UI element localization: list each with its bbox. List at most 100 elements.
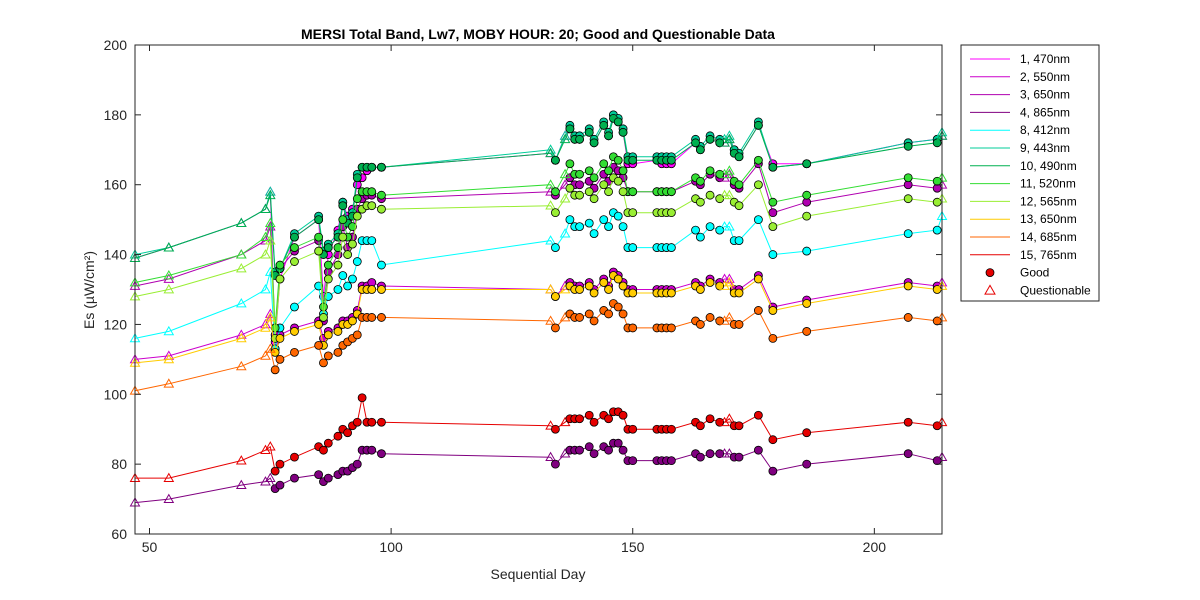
good-point xyxy=(768,466,778,476)
good-point xyxy=(584,281,594,291)
good-point xyxy=(613,155,623,165)
questionable-point xyxy=(260,249,271,259)
good-point xyxy=(565,159,575,169)
questionable-point xyxy=(545,283,556,294)
questionable-point xyxy=(260,322,271,332)
series-6 xyxy=(129,113,948,280)
questionable-point xyxy=(264,217,276,228)
axis-ticks: 50 100 150 200 60 80 100 120 140 160 180 200 xyxy=(104,37,942,555)
questionable-point xyxy=(235,479,247,489)
good-point xyxy=(666,323,676,333)
good-point xyxy=(604,187,613,197)
questionable-point xyxy=(235,332,247,343)
good-point xyxy=(333,260,343,270)
good-point xyxy=(695,452,705,462)
good-point xyxy=(715,449,725,459)
good-point xyxy=(584,410,594,420)
good-point xyxy=(695,232,705,242)
good-point xyxy=(768,306,778,315)
good-point xyxy=(705,222,715,232)
chart-title: MERSI Total Band, Lw7, MOBY HOUR: 20; Go… xyxy=(301,26,775,42)
good-point xyxy=(604,285,613,294)
good-point xyxy=(551,424,560,434)
good-point xyxy=(695,320,705,329)
good-point xyxy=(734,320,744,329)
good-point xyxy=(575,134,584,144)
good-point xyxy=(319,445,328,455)
good-point xyxy=(628,243,638,252)
good-point xyxy=(348,239,357,249)
good-point xyxy=(575,445,584,455)
series-8 xyxy=(129,173,948,343)
good-point xyxy=(628,456,638,466)
good-point xyxy=(323,243,333,252)
good-point xyxy=(348,274,357,284)
good-point xyxy=(275,480,285,490)
good-point xyxy=(695,285,705,294)
axes-box xyxy=(134,44,943,535)
good-point xyxy=(734,452,744,462)
good-point xyxy=(352,194,362,204)
good-point xyxy=(628,288,638,298)
good-point xyxy=(319,302,328,312)
good-point xyxy=(343,428,353,438)
questionable-point xyxy=(260,203,271,214)
questionable-point xyxy=(545,451,556,462)
legend-entry-label: 1, 470nm xyxy=(1020,52,1070,66)
good-point xyxy=(618,166,628,176)
good-point xyxy=(565,124,575,134)
good-point xyxy=(618,222,628,232)
good-point xyxy=(618,281,628,291)
good-point xyxy=(323,274,333,284)
good-point xyxy=(323,260,333,270)
good-point xyxy=(333,285,343,294)
legend-questionable-marker xyxy=(984,284,996,295)
questionable-point xyxy=(260,231,271,241)
good-point xyxy=(903,449,913,459)
legend-entry-label: 13, 650nm xyxy=(1020,212,1077,226)
good-point xyxy=(575,190,584,200)
good-point xyxy=(613,274,623,284)
questionable-point xyxy=(545,235,556,245)
questionable-point xyxy=(163,472,175,482)
good-point xyxy=(367,445,377,455)
good-point xyxy=(367,201,377,211)
legend-entry-label: 2, 550nm xyxy=(1020,70,1070,84)
legend-entry-label: 9, 443nm xyxy=(1020,141,1070,155)
good-point xyxy=(575,414,584,424)
legend-entry-label: 4, 865nm xyxy=(1020,105,1070,119)
good-point xyxy=(734,421,744,431)
good-point xyxy=(352,211,362,221)
good-point xyxy=(565,215,575,225)
y-tick-label: 160 xyxy=(104,177,128,193)
good-point xyxy=(352,330,362,340)
good-point xyxy=(802,299,812,308)
good-point xyxy=(589,194,599,204)
y-axis-label: Es (µW/cm²) xyxy=(81,251,97,329)
questionable-point xyxy=(235,297,247,308)
good-point xyxy=(377,260,386,270)
questionable-point xyxy=(545,147,556,158)
plot-area xyxy=(129,110,948,507)
good-point xyxy=(734,201,744,211)
good-point xyxy=(802,190,812,200)
good-point xyxy=(314,232,324,242)
good-point xyxy=(323,473,333,483)
good-point xyxy=(768,333,778,343)
questionable-point xyxy=(264,189,276,200)
good-point xyxy=(575,285,584,294)
series-9 xyxy=(129,271,948,367)
good-point xyxy=(768,197,778,207)
good-point xyxy=(802,246,812,256)
good-point xyxy=(613,211,623,221)
good-point xyxy=(367,162,377,172)
good-point xyxy=(628,323,638,333)
good-point xyxy=(695,421,705,431)
good-point xyxy=(695,176,705,186)
good-point xyxy=(705,166,715,176)
questionable-point xyxy=(264,441,276,451)
good-point xyxy=(903,173,913,183)
y-tick-label: 180 xyxy=(104,107,128,123)
y-tick-label: 200 xyxy=(104,37,128,53)
legend-entry-label: 3, 650nm xyxy=(1020,88,1070,102)
